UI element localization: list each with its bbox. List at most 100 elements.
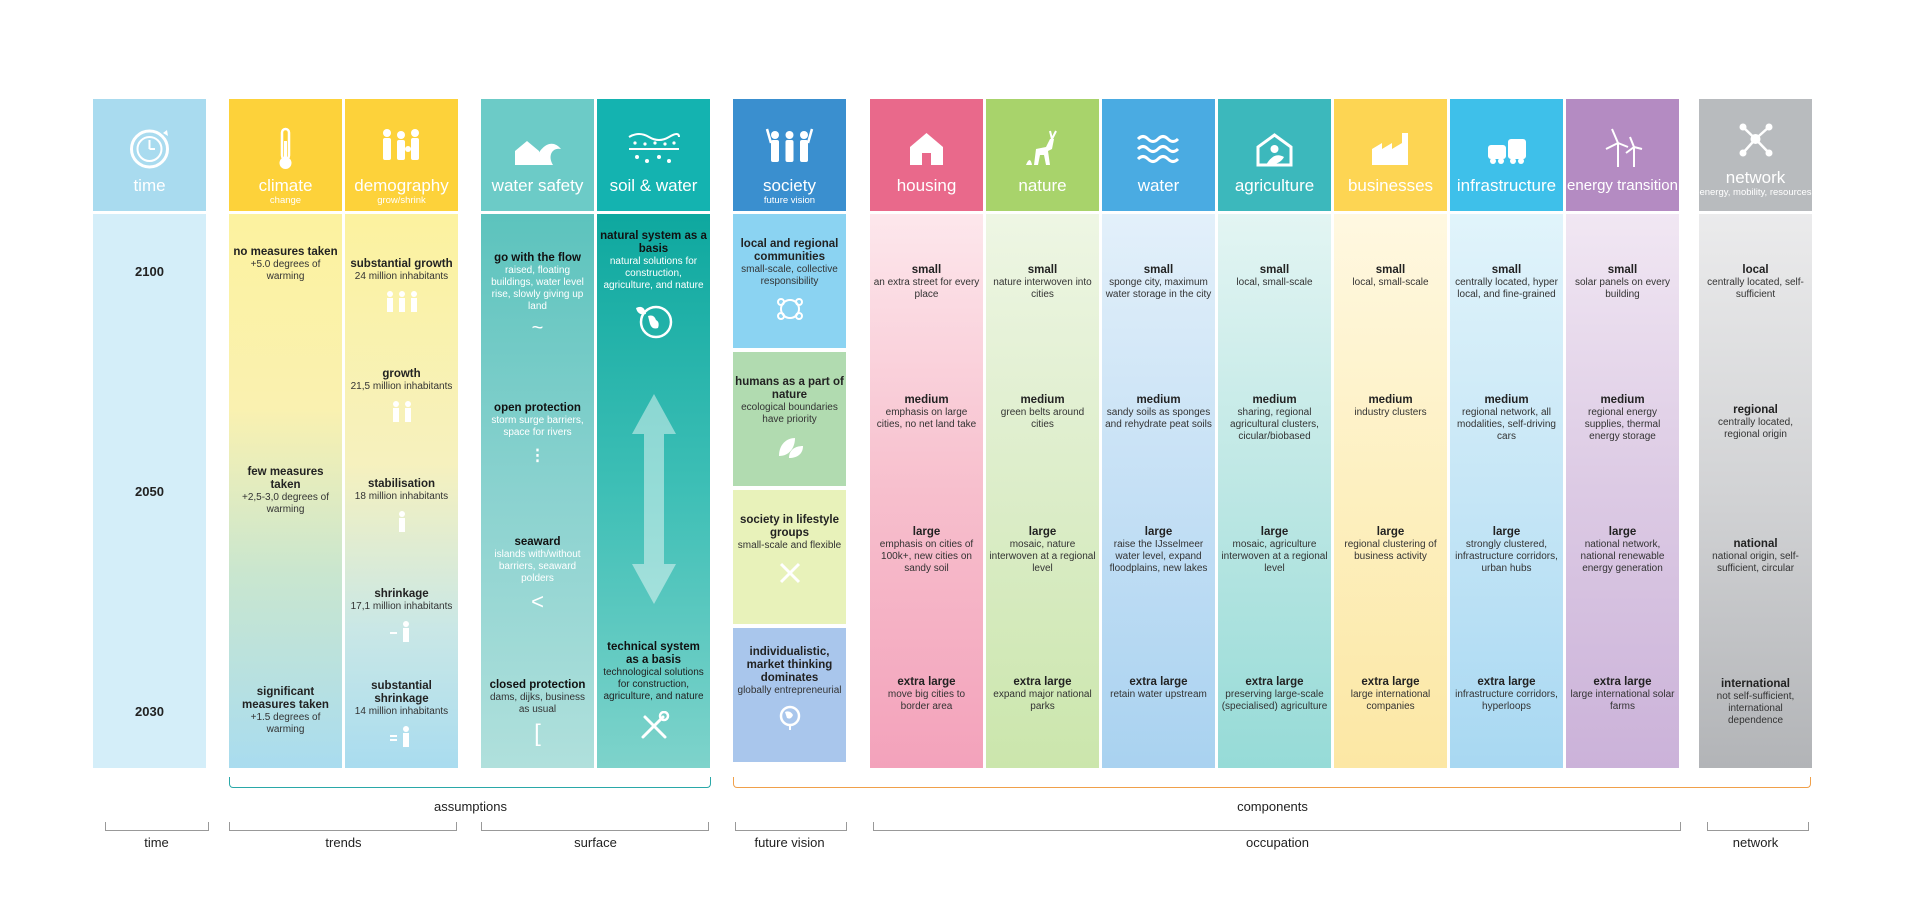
nature-header: nature [986, 99, 1099, 211]
person-minus-icon [389, 621, 409, 642]
energy-transition-item: extra large large international solar far… [1570, 676, 1675, 712]
time-title: time [133, 176, 166, 195]
infrastructure-header: infrastructure [1450, 99, 1563, 211]
climate-item: few measures taken +2,5-3,0 degrees of wa… [241, 466, 329, 515]
climate-item: no measures taken +5.0 degrees of warming [233, 246, 338, 282]
water-safety-item: open protection storm surge barriers, spa… [484, 402, 591, 469]
soil-water-body: natural system as a basis natural solutio… [597, 214, 710, 768]
businesses-item: small local, small-scale [1352, 264, 1429, 288]
water-item: large raise the IJsselmeer water level, e… [1109, 526, 1208, 574]
trends-group-brace [229, 822, 457, 831]
wrench-screwdriver-icon [641, 711, 669, 739]
time-group-brace [105, 822, 209, 831]
housing-header: housing [870, 99, 983, 211]
society-header: society future vision [733, 99, 846, 211]
energy-transition-item: small solar panels on every building [1574, 264, 1671, 300]
water-item: small sponge city, maximum water storage … [1105, 264, 1212, 300]
infrastructure-body: small centrally located, hyper local, and… [1450, 214, 1563, 768]
climate-header: climate change [229, 99, 342, 211]
people-three-icon [386, 291, 417, 312]
demography-subtitle: grow/shrink [377, 195, 426, 206]
agriculture-header: agriculture [1218, 99, 1331, 211]
bracket-symbol: [ [534, 720, 541, 747]
agriculture-item: extra large preserving large-scale (speci… [1221, 676, 1328, 712]
housing-item: small an extra street for every place [873, 264, 980, 300]
globe-stand-icon [779, 705, 800, 730]
community-icon [776, 298, 803, 320]
components-brace [733, 777, 1811, 788]
surface-group-label: surface [574, 835, 617, 850]
demography-item: shrinkage 17,1 million inhabitants [348, 588, 455, 643]
demography-item: substantial shrinkage 14 million inhabita… [348, 680, 455, 748]
water-safety-body: go with the flow raised, floating buildin… [481, 214, 594, 768]
demography-body: substantial growth 24 million inhabitants… [345, 214, 458, 768]
deer-icon [1026, 130, 1057, 165]
farm-icon [1256, 133, 1293, 167]
year-2050: 2050 [135, 484, 164, 499]
occupation-group-brace [873, 822, 1681, 831]
businesses-item: medium industry clusters [1354, 394, 1427, 418]
nature-item: large mosaic, nature interwoven at a regi… [989, 526, 1096, 574]
soil-layers-icon [628, 133, 680, 163]
globe-leaf-icon [635, 305, 672, 339]
water-item: medium sandy soils as sponges and rehydra… [1105, 394, 1212, 430]
infrastructure-item: extra large infrastructure corridors, hyp… [1455, 676, 1558, 712]
demography-item: growth 21,5 million inhabitants [348, 368, 455, 423]
people-two-icon [392, 401, 411, 422]
surface-group-brace [481, 822, 709, 831]
demography-item: substantial growth 24 million inhabitants [348, 258, 455, 313]
water-safety-item: go with the flow raised, floating buildin… [484, 252, 591, 340]
infrastructure-item: medium regional network, all modalities, … [1457, 394, 1556, 442]
housing-body: small an extra street for every place medi… [870, 214, 983, 768]
network-group-label: network [1732, 835, 1779, 850]
family-icon [383, 129, 419, 160]
windmill-icon [1605, 128, 1643, 167]
infrastructure-item: small centrally located, hyper local, and… [1455, 264, 1558, 300]
network-item: national national origin, self-sufficient… [1712, 538, 1799, 574]
businesses-title: businesses [1347, 176, 1434, 195]
time-body: 2100 2050 2030 [93, 214, 206, 768]
time-group-label: time [144, 835, 169, 850]
housing-item: extra large move big cities to border are… [887, 676, 966, 712]
climate-item: significant measures taken +1.5 degrees o… [242, 686, 329, 735]
soil-water-header: soil & water [597, 99, 710, 211]
demography-header: demography grow/shrink [345, 99, 458, 211]
dotted-bracket-symbol: ⁝ [534, 443, 541, 468]
water-item: extra large retain water upstream [1110, 676, 1207, 700]
nature-item: extra large expand major national parks [993, 676, 1092, 712]
energy-transition-title: energy transition [1567, 177, 1678, 194]
society-item: humans as a part of nature ecological bou… [733, 352, 846, 486]
businesses-body: small local, small-scale medium industry cl… [1334, 214, 1447, 768]
tilde-symbol: ~ [531, 317, 544, 339]
society-item: local and regional communities small-scal… [733, 214, 846, 348]
society-item: individualistic, market thinking dominat… [733, 628, 846, 762]
demography-item: stabilisation 18 million inhabitants [348, 478, 455, 533]
water-safety-header: water safety [481, 99, 594, 211]
businesses-item: large regional clustering of business act… [1344, 526, 1437, 562]
people-group-icon [765, 128, 814, 162]
agriculture-title: agriculture [1234, 176, 1315, 195]
clock-icon [130, 129, 169, 169]
person-double-minus-icon [389, 726, 409, 747]
water-safety-item: closed protection dams, dijks, business a… [484, 679, 591, 748]
soil-water-item: natural system as a basis natural solutio… [600, 230, 707, 340]
climate-subtitle: change [269, 195, 302, 206]
housing-item: medium emphasis on large cities, no net l… [876, 394, 977, 430]
person-icon [398, 511, 405, 532]
nature-title: nature [1018, 176, 1067, 195]
trends-group-label: trends [325, 835, 362, 850]
year-2030: 2030 [135, 704, 164, 719]
nature-item: small nature interwoven into cities [993, 264, 1092, 300]
agriculture-item: large mosaic, agriculture interwoven at a… [1221, 526, 1328, 574]
waves-icon [1136, 135, 1180, 163]
expand-arrows-icon [779, 562, 800, 584]
factory-icon [1372, 133, 1408, 165]
businesses-item: extra large large international companies [1350, 676, 1431, 712]
nature-item: medium green belts around cities [1000, 394, 1085, 430]
assumptions-label: assumptions [434, 799, 507, 814]
house-wave-icon [515, 141, 561, 165]
thermometer-icon [279, 127, 292, 169]
society-title: society [763, 176, 816, 195]
energy-transition-item: large national network, national renewabl… [1580, 526, 1665, 574]
climate-body: no measures taken +5.0 degrees of warming… [229, 214, 342, 768]
